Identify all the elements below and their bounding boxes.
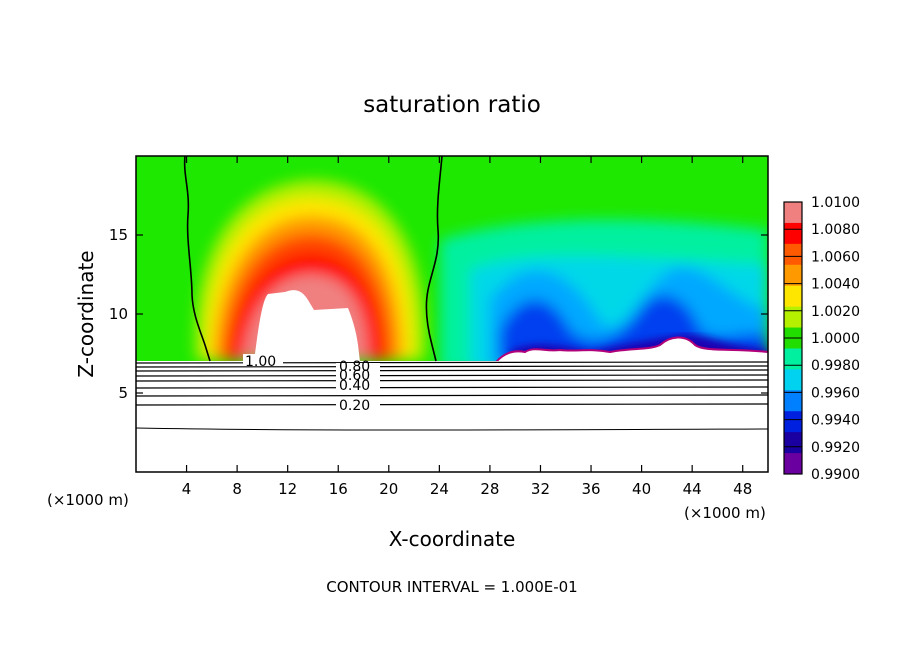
x-tick-label: 12 — [278, 480, 297, 498]
contour-interval-note: CONTOUR INTERVAL = 1.000E-01 — [326, 578, 577, 596]
colorbar-label: 1.0000 — [811, 331, 860, 347]
contour-label: 0.40 — [339, 378, 370, 394]
colorbar-swatch — [784, 453, 802, 475]
colorbar-swatch — [784, 243, 802, 266]
colorbar-swatch — [784, 390, 802, 412]
colorbar-swatch — [784, 202, 802, 224]
colorbar-label: 0.9960 — [811, 385, 860, 401]
colorbar-label: 0.9900 — [811, 467, 860, 483]
x-unit-left: (×1000 m) — [47, 491, 129, 509]
colorbar-swatch — [784, 411, 802, 433]
x-tick-label: 48 — [733, 480, 752, 498]
heatmap-field — [136, 156, 768, 472]
x-tick-label: 20 — [379, 480, 398, 498]
colorbar-label: 1.0040 — [811, 277, 860, 293]
colorbar-label: 0.9920 — [811, 440, 860, 456]
colorbar-swatch — [784, 264, 802, 287]
colorbar-label: 1.0060 — [811, 249, 860, 265]
contour-label: 1.00 — [245, 354, 276, 370]
contour-label: 0.80 — [339, 359, 370, 375]
x-tick-label: 28 — [480, 480, 499, 498]
x-tick-label: 24 — [430, 480, 449, 498]
colorbar-swatch — [784, 285, 802, 308]
y-axis: 5 10 15 — [109, 226, 768, 402]
y-tick-label: 10 — [109, 305, 128, 323]
contour-label: 0.60 — [339, 368, 370, 384]
x-tick-label: 8 — [232, 480, 242, 498]
x-tick-label: 4 — [182, 480, 192, 498]
x-tick-label: 16 — [329, 480, 348, 498]
colorbar-swatch — [784, 369, 802, 391]
x-tick-label: 36 — [581, 480, 600, 498]
x-unit-right: (×1000 m) — [684, 504, 766, 522]
y-tick-label: 5 — [118, 384, 128, 402]
y-tick-label: 15 — [109, 226, 128, 244]
colorbar-label: 0.9940 — [811, 413, 860, 429]
x-axis-label: X-coordinate — [389, 527, 516, 551]
colorbar-label: 0.9980 — [811, 358, 860, 374]
colorbar-swatch — [784, 306, 802, 329]
x-tick-label: 44 — [683, 480, 702, 498]
colorbar-swatch — [784, 432, 802, 454]
colorbar-swatch — [784, 348, 802, 370]
x-tick-label: 40 — [632, 480, 651, 498]
x-tick-label: 32 — [531, 480, 550, 498]
contour-label: 0.20 — [339, 398, 370, 414]
colorbar-label: 1.0020 — [811, 304, 860, 320]
chart-title: saturation ratio — [363, 92, 541, 118]
x-axis: 4 8 12 16 20 24 28 32 36 40 44 48 — [182, 156, 752, 498]
colorbar-label: 1.0100 — [811, 195, 860, 211]
contour-labels: 1.00 0.80 0.60 0.40 0.20 — [245, 354, 370, 414]
colorbar: 1.0100 1.0080 1.0060 1.0040 1.0020 1.0000 0.99… — [783, 195, 860, 483]
colorbar-swatch — [784, 222, 802, 245]
y-axis-label: Z-coordinate — [74, 250, 98, 377]
colorbar-label: 1.0080 — [811, 222, 860, 238]
